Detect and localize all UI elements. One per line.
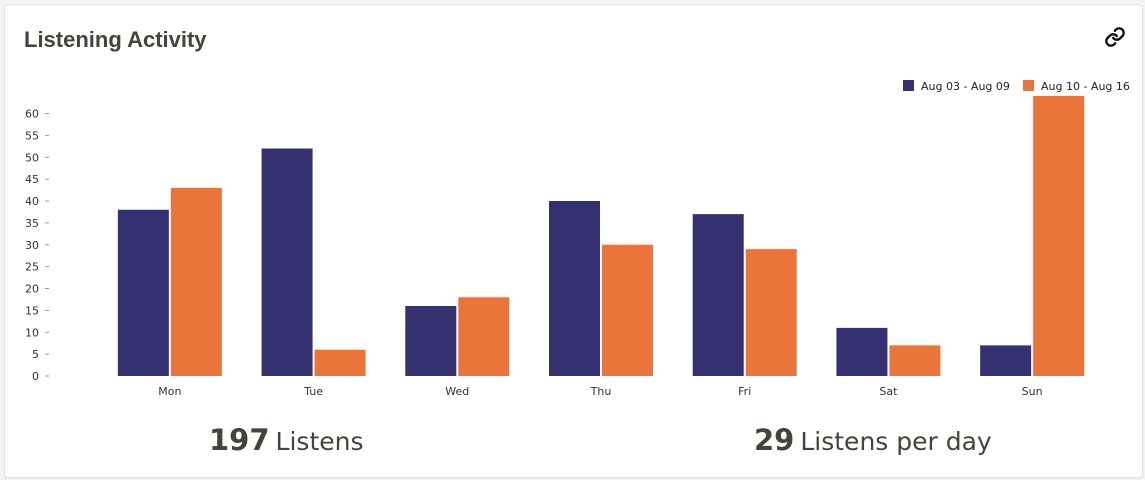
y-tick-label: 45 [25,173,39,186]
link-icon[interactable] [1104,26,1126,48]
y-tick-label: 60 [25,108,39,121]
card-title: Listening Activity [24,27,207,52]
bar-wed-series-1[interactable] [405,306,457,376]
x-tick-label: Sun [1022,385,1043,398]
bar-tue-series-2[interactable] [314,349,366,376]
total-listens-label: Listens [275,427,364,456]
x-tick-label: Thu [590,385,612,398]
y-tick-label: 0 [32,370,39,383]
total-listens-value: 197 [209,423,270,457]
y-tick-label: 30 [25,239,39,252]
bar-sat-series-1[interactable] [836,327,888,376]
bar-fri-series-1[interactable] [692,214,744,376]
bar-sun-series-2[interactable] [1033,96,1085,376]
x-tick-label: Fri [738,385,751,398]
bar-mon-series-1[interactable] [117,209,169,376]
legend-swatch [903,80,914,91]
x-tick-label: Tue [303,385,323,398]
y-tick-label: 40 [25,195,39,208]
y-tick-label: 25 [25,261,39,274]
bars [117,96,1085,377]
x-tick-label: Sat [879,385,898,398]
legend-swatch [1023,80,1034,91]
total-listens-stat: 197 Listens [209,423,364,457]
listening-activity-card: Listening Activity 0 5 10 15 20 25 30 35 40 45 50 5… [4,4,1143,478]
bar-sat-series-2[interactable] [889,345,941,376]
bar-thu-series-2[interactable] [602,244,653,376]
x-tick-label: Wed [445,385,469,398]
y-tick-label: 55 [25,129,39,142]
legend-label[interactable]: Aug 03 - Aug 09 [921,80,1010,93]
y-tick-label: 50 [25,151,39,164]
bar-tue-series-1[interactable] [261,148,313,377]
y-tick-label: 15 [25,304,39,317]
bar-thu-series-1[interactable] [549,201,600,376]
y-tick-label: 5 [32,348,39,361]
x-axis: Mon Tue Wed Thu Fri Sat Sun [158,385,1042,398]
y-tick-label: 35 [25,217,39,230]
listens-per-day-value: 29 [754,423,795,457]
legend-label[interactable]: Aug 10 - Aug 16 [1041,80,1130,93]
stats-row: 197 Listens 29 Listens per day [5,423,1142,467]
y-axis: 0 5 10 15 20 25 30 35 40 45 50 55 60 [25,108,49,383]
listens-per-day-label: Listens per day [800,427,992,456]
listens-per-day-stat: 29 Listens per day [754,423,992,457]
bar-wed-series-2[interactable] [458,297,510,376]
y-tick-label: 20 [25,283,39,296]
bar-mon-series-2[interactable] [170,187,222,376]
legend: Aug 03 - Aug 09 Aug 10 - Aug 16 [903,80,1130,93]
y-tick-label: 10 [25,326,39,339]
bar-fri-series-2[interactable] [745,249,797,376]
x-tick-label: Mon [158,385,181,398]
bar-chart: 0 5 10 15 20 25 30 35 40 45 50 55 60 Mon Tue Wed Thu Fri… [25,80,1130,398]
bar-sun-series-1[interactable] [980,345,1032,376]
